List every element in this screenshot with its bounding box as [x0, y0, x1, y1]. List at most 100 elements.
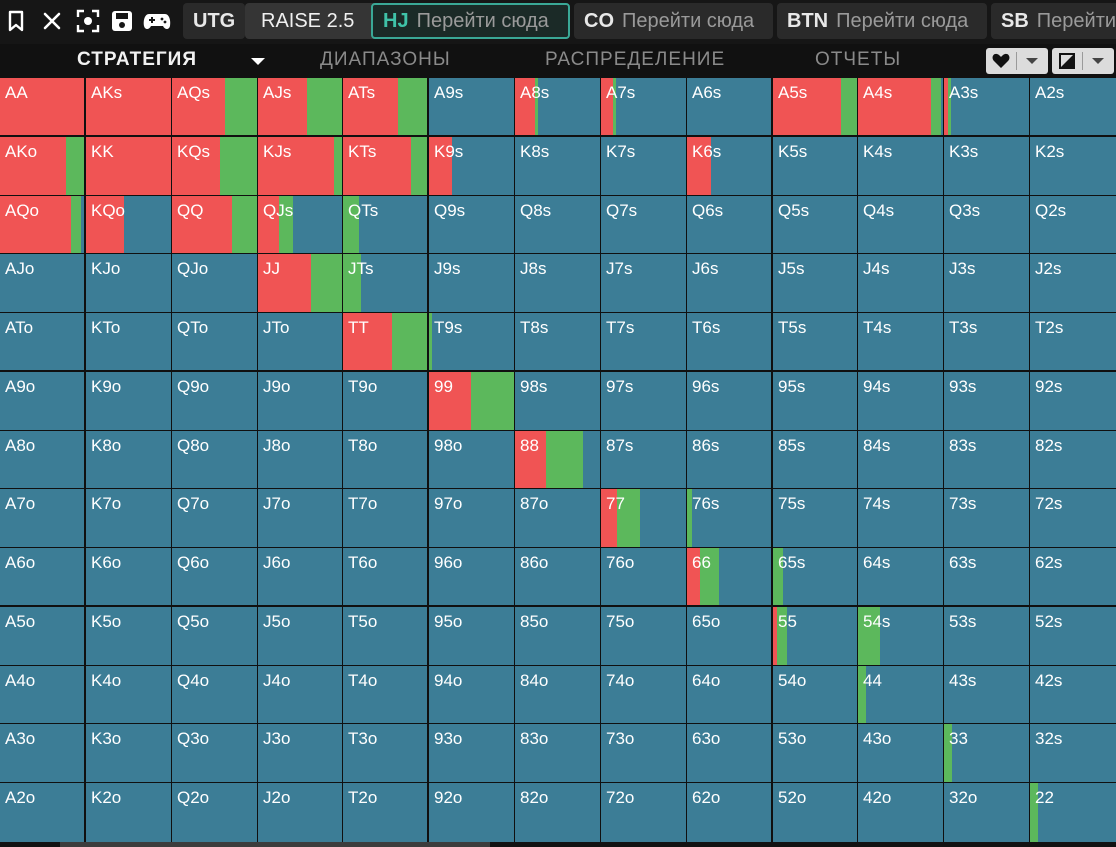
- hand-cell[interactable]: 55: [773, 607, 857, 665]
- hand-cell[interactable]: A9o: [0, 372, 84, 430]
- hand-cell[interactable]: J6o: [258, 548, 342, 605]
- hand-cell[interactable]: K4s: [858, 137, 943, 195]
- hand-cell[interactable]: KQo: [86, 196, 171, 253]
- tab-reports[interactable]: ОТЧЕТЫ: [815, 49, 902, 70]
- hand-cell[interactable]: Q5o: [172, 607, 257, 665]
- hand-cell[interactable]: K4o: [86, 666, 171, 723]
- hand-cell[interactable]: 74s: [858, 489, 943, 547]
- hand-cell[interactable]: K6o: [86, 548, 171, 605]
- hand-cell[interactable]: A7o: [0, 489, 84, 547]
- hand-cell[interactable]: QTs: [343, 196, 427, 253]
- hand-cell[interactable]: 53s: [944, 607, 1029, 665]
- hand-cell[interactable]: T8o: [343, 431, 427, 488]
- position-utg[interactable]: UTG: [183, 3, 245, 39]
- hand-cell[interactable]: 93s: [944, 372, 1029, 430]
- hand-cell[interactable]: 54o: [773, 666, 857, 723]
- hand-cell[interactable]: 54s: [858, 607, 943, 665]
- hand-cell[interactable]: 75s: [773, 489, 857, 547]
- hand-cell[interactable]: 87o: [515, 489, 600, 547]
- position-sb[interactable]: SB Перейти сюда: [991, 3, 1116, 39]
- hand-cell[interactable]: AQs: [172, 78, 257, 135]
- hand-cell[interactable]: JJ: [258, 254, 342, 312]
- hand-cell[interactable]: K5o: [86, 607, 171, 665]
- hand-cell[interactable]: K7s: [601, 137, 686, 195]
- hand-cell[interactable]: T3s: [944, 313, 1029, 370]
- hand-cell[interactable]: J7o: [258, 489, 342, 547]
- hand-cell[interactable]: AJo: [0, 254, 84, 312]
- hand-cell[interactable]: 97o: [429, 489, 514, 547]
- hand-cell[interactable]: T9o: [343, 372, 427, 430]
- hand-cell[interactable]: A5o: [0, 607, 84, 665]
- hand-cell[interactable]: A8s: [515, 78, 600, 135]
- hand-cell[interactable]: J2s: [1030, 254, 1116, 312]
- hand-cell[interactable]: JTo: [258, 313, 342, 370]
- hand-cell[interactable]: J4s: [858, 254, 943, 312]
- hand-cell[interactable]: Q9o: [172, 372, 257, 430]
- hand-cell[interactable]: T2o: [343, 783, 427, 842]
- hand-cell[interactable]: 63o: [687, 724, 771, 782]
- hand-cell[interactable]: 72s: [1030, 489, 1116, 547]
- hand-cell[interactable]: K2o: [86, 783, 171, 842]
- hand-cell[interactable]: 98o: [429, 431, 514, 488]
- focus-icon[interactable]: [76, 9, 100, 33]
- hand-cell[interactable]: J9o: [258, 372, 342, 430]
- hand-cell[interactable]: 62o: [687, 783, 771, 842]
- hand-cell[interactable]: Q3s: [944, 196, 1029, 253]
- hand-cell[interactable]: A2o: [0, 783, 84, 842]
- hand-cell[interactable]: J3s: [944, 254, 1029, 312]
- hand-cell[interactable]: AKs: [86, 78, 171, 135]
- hand-cell[interactable]: 84o: [515, 666, 600, 723]
- hand-cell[interactable]: 76o: [601, 548, 686, 605]
- hand-cell[interactable]: A4o: [0, 666, 84, 723]
- hand-cell[interactable]: K9o: [86, 372, 171, 430]
- hand-cell[interactable]: K7o: [86, 489, 171, 547]
- hand-cell[interactable]: 82o: [515, 783, 600, 842]
- hand-cell[interactable]: A3o: [0, 724, 84, 782]
- hand-cell[interactable]: 53o: [773, 724, 857, 782]
- hand-cell[interactable]: 22: [1030, 783, 1116, 842]
- hand-cell[interactable]: T6s: [687, 313, 771, 370]
- tab-distribution[interactable]: РАСПРЕДЕЛЕНИЕ: [545, 49, 726, 70]
- hand-cell[interactable]: 98s: [515, 372, 600, 430]
- hand-cell[interactable]: T3o: [343, 724, 427, 782]
- hand-cell[interactable]: J9s: [429, 254, 514, 312]
- hand-cell[interactable]: Q9s: [429, 196, 514, 253]
- hand-cell[interactable]: KJs: [258, 137, 342, 195]
- hand-cell[interactable]: 96o: [429, 548, 514, 605]
- hand-cell[interactable]: 75o: [601, 607, 686, 665]
- tab-strategy[interactable]: СТРАТЕГИЯ: [77, 49, 197, 70]
- hand-cell[interactable]: Q8s: [515, 196, 600, 253]
- close-icon[interactable]: [40, 9, 64, 33]
- hand-cell[interactable]: T5o: [343, 607, 427, 665]
- hand-cell[interactable]: K9s: [429, 137, 514, 195]
- position-btn[interactable]: BTN Перейти сюда: [777, 3, 987, 39]
- hand-cell[interactable]: AQo: [0, 196, 84, 253]
- hand-cell[interactable]: T2s: [1030, 313, 1116, 370]
- hand-cell[interactable]: T9s: [429, 313, 514, 370]
- hand-cell[interactable]: 65s: [773, 548, 857, 605]
- hand-cell[interactable]: QJs: [258, 196, 342, 253]
- tab-ranges[interactable]: ДИАПАЗОНЫ: [320, 49, 451, 70]
- hand-cell[interactable]: TT: [343, 313, 427, 370]
- hand-cell[interactable]: T5s: [773, 313, 857, 370]
- hand-cell[interactable]: 96s: [687, 372, 771, 430]
- hand-cell[interactable]: KTo: [86, 313, 171, 370]
- hand-cell[interactable]: 77: [601, 489, 686, 547]
- hand-cell[interactable]: 42s: [1030, 666, 1116, 723]
- hand-cell[interactable]: JTs: [343, 254, 427, 312]
- hand-cell[interactable]: Q3o: [172, 724, 257, 782]
- hand-cell[interactable]: 42o: [858, 783, 943, 842]
- hand-cell[interactable]: K5s: [773, 137, 857, 195]
- hand-cell[interactable]: AKo: [0, 137, 84, 195]
- hand-cell[interactable]: A4s: [858, 78, 943, 135]
- hand-cell[interactable]: 87s: [601, 431, 686, 488]
- scrollbar-thumb[interactable]: [60, 842, 490, 847]
- hand-cell[interactable]: T4o: [343, 666, 427, 723]
- hand-cell[interactable]: J6s: [687, 254, 771, 312]
- hand-cell[interactable]: 83s: [944, 431, 1029, 488]
- hand-cell[interactable]: 73s: [944, 489, 1029, 547]
- hand-cell[interactable]: A6s: [687, 78, 771, 135]
- hand-cell[interactable]: KK: [86, 137, 171, 195]
- hand-cell[interactable]: 86o: [515, 548, 600, 605]
- hand-cell[interactable]: 52s: [1030, 607, 1116, 665]
